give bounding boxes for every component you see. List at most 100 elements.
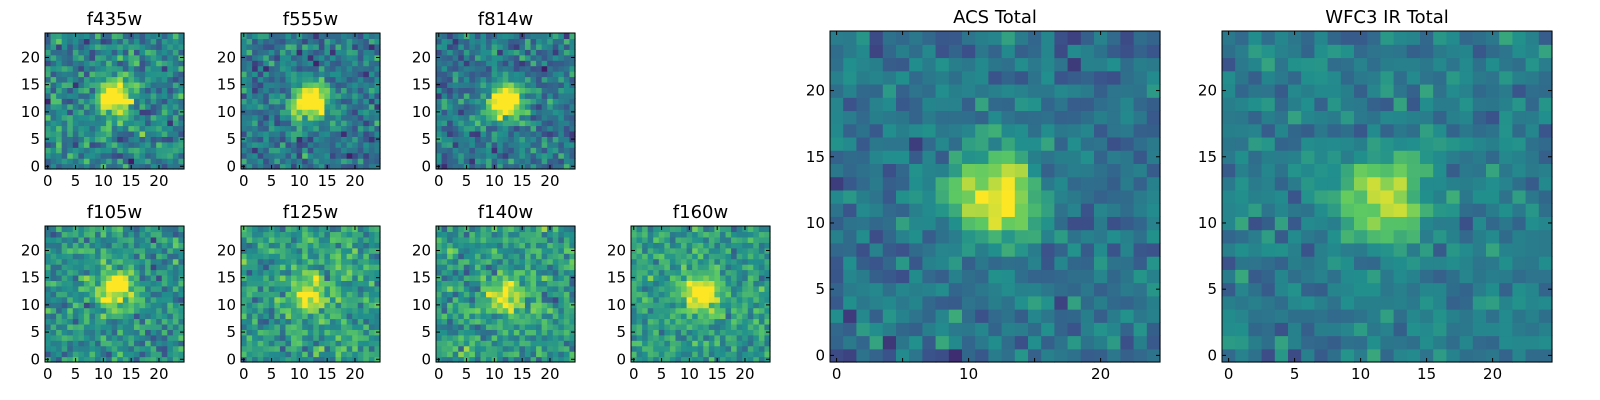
heatmap-cell bbox=[263, 109, 270, 116]
heatmap-cell bbox=[172, 60, 180, 67]
heatmap-cell bbox=[150, 356, 157, 363]
heatmap-cell bbox=[719, 334, 727, 341]
heatmap-cell bbox=[1014, 282, 1029, 297]
heatmap-cell bbox=[89, 258, 96, 265]
heatmap-cell bbox=[1146, 203, 1161, 217]
heatmap-cell bbox=[1014, 229, 1029, 244]
heatmap-cell bbox=[252, 226, 259, 233]
heatmap-cell bbox=[474, 236, 482, 243]
heatmap-cell bbox=[758, 356, 766, 363]
heatmap-cell bbox=[497, 258, 504, 265]
heatmap-cell bbox=[78, 323, 85, 330]
heatmap-cell bbox=[106, 38, 113, 45]
heatmap-cell bbox=[313, 71, 320, 78]
heatmap-cell bbox=[291, 43, 298, 50]
heatmap-cell bbox=[263, 356, 270, 363]
heatmap-cell bbox=[988, 282, 1003, 297]
heatmap-cell bbox=[1054, 203, 1069, 217]
heatmap-cell bbox=[909, 282, 923, 297]
heatmap-cell bbox=[497, 103, 504, 110]
heatmap-cell bbox=[552, 38, 559, 45]
heatmap-cell bbox=[491, 340, 498, 347]
heatmap-cell bbox=[558, 76, 565, 83]
heatmap-cell bbox=[703, 313, 710, 320]
heatmap-cell bbox=[274, 136, 281, 143]
heatmap-cell bbox=[536, 307, 543, 314]
heatmap-cell bbox=[167, 226, 174, 233]
heatmap-cell bbox=[547, 285, 554, 292]
heatmap-cell bbox=[1001, 189, 1016, 204]
heatmap-cell bbox=[686, 253, 693, 260]
heatmap-cell bbox=[458, 54, 465, 61]
heatmap-cell bbox=[329, 49, 337, 56]
heatmap-cell bbox=[896, 322, 910, 337]
heatmap-cell bbox=[95, 334, 102, 341]
heatmap-cell bbox=[636, 269, 643, 276]
heatmap-cell bbox=[161, 54, 168, 61]
heatmap-cell bbox=[95, 351, 102, 358]
heatmap-cell bbox=[669, 247, 677, 254]
heatmap-cell bbox=[313, 87, 320, 94]
heatmap-cell bbox=[172, 141, 180, 148]
heatmap-cell bbox=[89, 285, 96, 292]
heatmap-cell bbox=[156, 351, 163, 358]
heatmap-cell bbox=[150, 65, 157, 72]
heatmap-cell bbox=[675, 313, 682, 320]
heatmap-cell bbox=[111, 313, 118, 320]
heatmap-cell bbox=[458, 109, 465, 116]
heatmap-cell bbox=[558, 345, 565, 352]
heatmap-cell bbox=[67, 318, 74, 325]
heatmap-cell bbox=[61, 98, 68, 105]
heatmap-cell bbox=[133, 323, 141, 330]
heatmap-cell bbox=[56, 329, 63, 336]
heatmap-cell bbox=[731, 302, 738, 309]
heatmap-cell bbox=[530, 65, 537, 72]
heatmap-cell bbox=[519, 274, 526, 281]
heatmap-cell bbox=[67, 141, 74, 148]
heatmap-cell bbox=[486, 163, 493, 170]
heatmap-cell bbox=[329, 334, 337, 341]
heatmap-cell bbox=[480, 152, 487, 159]
heatmap-cell bbox=[519, 141, 526, 148]
heatmap-cell bbox=[313, 307, 320, 314]
heatmap-cell bbox=[313, 264, 320, 271]
heatmap-cell bbox=[714, 285, 721, 292]
heatmap-cell bbox=[636, 345, 643, 352]
heatmap-cell bbox=[67, 147, 74, 154]
heatmap-cell bbox=[753, 340, 760, 347]
heatmap-cell bbox=[948, 282, 963, 297]
heatmap-cell bbox=[882, 229, 897, 244]
heatmap-cell bbox=[341, 345, 348, 352]
heatmap-cell bbox=[569, 280, 576, 287]
heatmap-cell bbox=[257, 291, 264, 298]
heatmap-cell bbox=[736, 285, 743, 292]
heatmap-cell bbox=[747, 285, 754, 292]
heatmap-cell bbox=[463, 147, 470, 154]
heatmap-cell bbox=[150, 158, 157, 165]
heatmap-cell bbox=[458, 81, 465, 88]
heatmap-cell bbox=[279, 285, 287, 292]
heatmap-cell bbox=[692, 264, 699, 271]
heatmap-cell bbox=[731, 307, 738, 314]
heatmap-cell bbox=[145, 38, 152, 45]
heatmap-cell bbox=[307, 65, 314, 72]
heatmap-cell bbox=[72, 120, 79, 127]
heatmap-cell bbox=[524, 269, 532, 276]
heatmap-cell bbox=[675, 329, 682, 336]
heatmap-cell bbox=[318, 285, 325, 292]
heatmap-cell bbox=[56, 109, 63, 116]
heatmap-cell bbox=[653, 313, 660, 320]
heatmap-cell bbox=[452, 296, 459, 303]
heatmap-cell bbox=[463, 334, 470, 341]
heatmap-cell bbox=[296, 264, 303, 271]
heatmap-cell bbox=[56, 318, 63, 325]
heatmap-cell bbox=[178, 114, 185, 121]
heatmap-cell bbox=[636, 323, 643, 330]
heatmap-cell bbox=[263, 43, 270, 50]
heatmap-cell bbox=[324, 65, 331, 72]
heatmap-cell bbox=[156, 258, 163, 265]
heatmap-cell bbox=[335, 109, 342, 116]
heatmap-cell bbox=[117, 253, 124, 260]
heatmap-cell bbox=[686, 291, 693, 298]
heatmap-cell bbox=[89, 351, 96, 358]
